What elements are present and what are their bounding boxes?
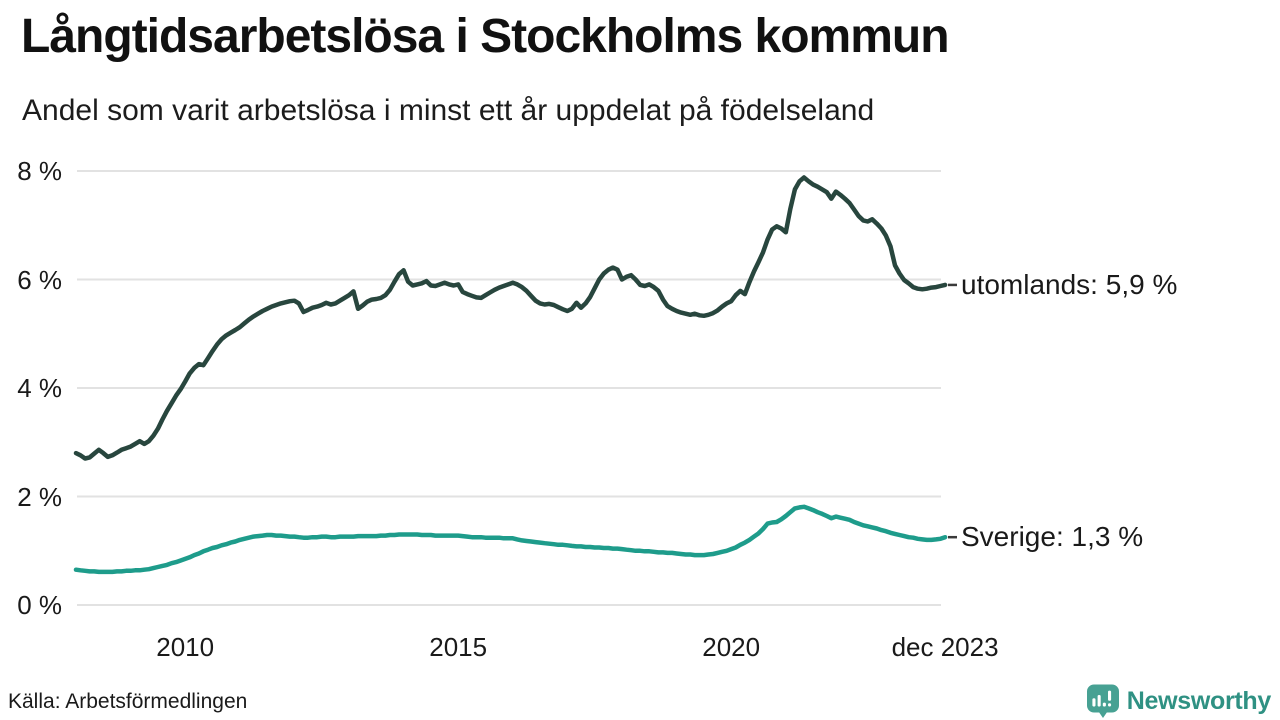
y-axis-tick-label: 0 % xyxy=(17,590,62,620)
y-axis-tick-label: 2 % xyxy=(17,481,62,512)
y-axis-tick-label: 6 % xyxy=(17,264,62,295)
series-line-Sverige xyxy=(73,504,948,575)
x-axis-tick-label: 2020 xyxy=(702,632,761,662)
x-axis-tick-label: dec 2023 xyxy=(891,632,999,662)
source-note: Källa: Arbetsförmedlingen xyxy=(8,690,248,713)
x-axis-tick-label: 2010 xyxy=(156,632,215,662)
chart-subtitle: Andel som varit arbetslösa i minst ett å… xyxy=(22,94,875,127)
y-axis-tick-label: 4 % xyxy=(17,373,62,403)
newsworthy-logo: Newsworthy xyxy=(1086,683,1271,719)
series-label-utomlands: utomlands: 5,9 % xyxy=(961,268,1178,300)
newsworthy-wordmark: Newsworthy xyxy=(1126,686,1272,715)
x-axis-tick-label: 2015 xyxy=(429,632,488,662)
y-axis-tick-label: 8 % xyxy=(17,156,62,186)
page-title: Långtidsarbetslösa i Stockholms kommun xyxy=(21,10,950,63)
series-line-utomlands xyxy=(73,175,948,461)
bar-chart-bubble-icon xyxy=(1086,684,1119,718)
series-label-sverige: Sverige: 1,3 % xyxy=(961,521,1144,553)
